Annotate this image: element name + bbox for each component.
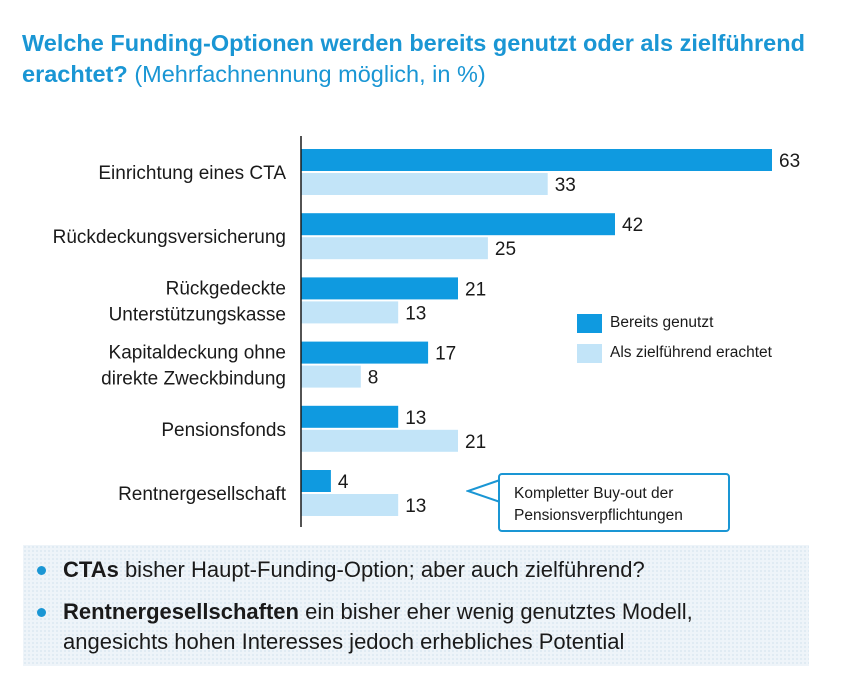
data-label: 21 xyxy=(465,432,486,453)
data-label: 17 xyxy=(435,344,456,365)
bar-used xyxy=(301,149,772,171)
key-findings-box: CTAs bisher Haupt-Funding-Option; aber a… xyxy=(23,545,809,666)
bar-considered xyxy=(301,301,399,324)
bar-chart: 63 33 Einrichtung eines CTA 42 25 Rückdeckung… xyxy=(53,136,800,527)
data-label: 13 xyxy=(405,303,426,324)
category-label: Rückgedeckte xyxy=(166,278,286,299)
callout-arrow-icon xyxy=(466,478,502,504)
category-label: Kapitaldeckung ohne xyxy=(109,343,286,364)
bar-considered xyxy=(301,173,548,195)
data-label: 21 xyxy=(465,279,486,300)
category-label: Rentnergesellschaft xyxy=(118,484,287,505)
bar-considered xyxy=(301,494,399,516)
category-label: Pensionsfonds xyxy=(161,420,286,441)
data-label: 13 xyxy=(405,496,426,517)
finding-cta-bold: CTAs xyxy=(63,557,119,582)
bar-used xyxy=(301,213,615,236)
data-label: 8 xyxy=(368,368,379,389)
bar-used xyxy=(301,277,458,300)
legend-swatch-considered xyxy=(577,343,602,363)
legend-swatch-used xyxy=(577,313,602,333)
title-subtitle: (Mehrfachnennung möglich, in %) xyxy=(134,61,486,87)
callout-line-1: Kompletter Buy-out der xyxy=(514,485,674,502)
legend-label-considered: Als zielführend erachtet xyxy=(610,344,772,361)
callout-line-2: Pensionsverpflichtungen xyxy=(514,507,683,524)
category-label: Unterstützungskasse xyxy=(109,304,286,325)
title-main: Welche Funding-Optionen werden bereits g… xyxy=(22,30,805,87)
legend-item-used: Bereits genutzt xyxy=(577,312,772,334)
bar-used xyxy=(301,405,399,428)
finding-cta: CTAs bisher Haupt-Funding-Option; aber a… xyxy=(37,555,645,585)
bullet-icon xyxy=(37,608,46,617)
callout-buyout: Kompletter Buy-out der Pensionsverpflich… xyxy=(498,473,730,532)
bar-considered xyxy=(301,365,361,388)
bullet-icon xyxy=(37,566,46,575)
data-label: 63 xyxy=(779,151,800,172)
bar-considered xyxy=(301,237,488,260)
category-label: Einrichtung eines CTA xyxy=(98,163,286,184)
finding-rentnergesellschaften: Rentnergesellschaften ein bisher eher we… xyxy=(37,597,693,657)
data-label: 4 xyxy=(338,472,349,493)
finding-rg-bold: Rentnergesellschaften xyxy=(63,599,299,624)
bar-used xyxy=(301,341,429,364)
bar-considered xyxy=(301,429,458,452)
category-label: Rückdeckungsversicherung xyxy=(53,227,286,248)
data-label: 25 xyxy=(495,239,516,260)
data-label: 42 xyxy=(622,215,643,236)
chart-title: Welche Funding-Optionen werden bereits g… xyxy=(22,28,822,90)
legend-item-considered: Als zielführend erachtet xyxy=(577,342,772,364)
finding-rg-text: ein bisher eher wenig genutztes Modell, xyxy=(298,599,693,624)
finding-rg-text-line2: angesichts hohen Interesses jedoch erheb… xyxy=(63,629,625,654)
data-label: 33 xyxy=(555,175,576,196)
data-label: 13 xyxy=(405,408,426,429)
legend-label-used: Bereits genutzt xyxy=(610,314,714,331)
finding-cta-text: bisher Haupt-Funding-Option; aber auch z… xyxy=(118,557,645,582)
bar-used xyxy=(301,470,331,492)
category-label: direkte Zweckbindung xyxy=(101,369,286,390)
legend: Bereits genutzt Als zielführend erachtet xyxy=(577,312,772,372)
